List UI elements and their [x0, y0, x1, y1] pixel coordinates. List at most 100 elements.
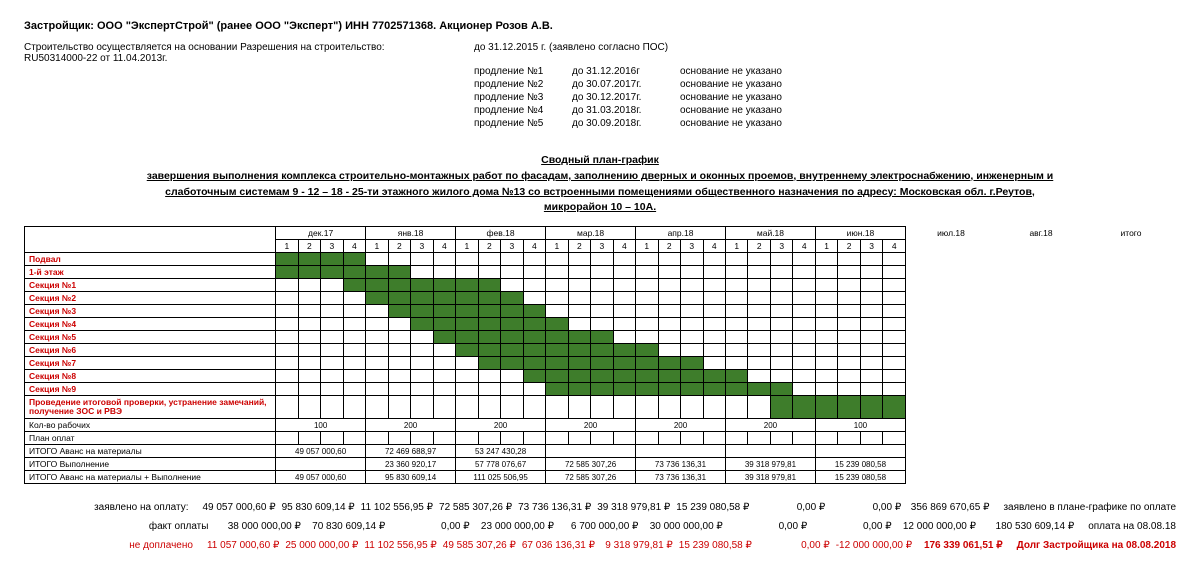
gantt-cell — [838, 292, 860, 305]
gantt-cell — [276, 318, 298, 331]
gantt-cell — [591, 266, 613, 279]
gantt-cell — [860, 318, 882, 331]
footer-row: не доплачено11 057 000,60 ₽25 000 000,00… — [24, 540, 1176, 551]
gantt-cell — [725, 331, 747, 344]
gantt-cell — [276, 279, 298, 292]
gantt-cell — [298, 266, 320, 279]
gantt-cell — [703, 331, 725, 344]
row-label: Секция №6 — [25, 344, 276, 357]
gantt-cell — [591, 432, 613, 445]
gantt-cell — [636, 370, 658, 383]
gantt-cell — [636, 318, 658, 331]
gantt-cell — [793, 266, 815, 279]
gantt-cell — [523, 305, 546, 318]
gantt-cell — [658, 266, 680, 279]
gantt-cell — [681, 344, 703, 357]
gantt-cell — [613, 279, 635, 292]
gantt-cell — [456, 396, 479, 419]
gantt-cell — [321, 266, 343, 279]
gantt-cell — [546, 357, 568, 370]
gantt-cell — [883, 318, 906, 331]
week-header: 3 — [501, 240, 524, 253]
gantt-cell — [456, 318, 479, 331]
gantt-cell — [658, 357, 680, 370]
month-value — [546, 445, 636, 458]
row-label: Секция №1 — [25, 279, 276, 292]
gantt-cell — [366, 331, 388, 344]
ext-num: продление №5 — [474, 118, 554, 129]
gantt-cell — [636, 253, 658, 266]
gantt-cell — [298, 253, 320, 266]
gantt-cell — [725, 279, 747, 292]
gantt-cell — [793, 253, 815, 266]
permit-text: Строительство осуществляется на основани… — [24, 42, 434, 64]
gantt-cell — [658, 292, 680, 305]
gantt-cell — [523, 331, 546, 344]
gantt-cell — [838, 318, 860, 331]
footer-value: 0,00 ₽ — [755, 502, 831, 513]
row-label: ИТОГО Выполнение — [25, 458, 276, 471]
gantt-row: Секция №5 — [25, 331, 906, 344]
week-header: 3 — [411, 240, 433, 253]
gantt-cell — [568, 357, 590, 370]
gantt-cell — [838, 331, 860, 344]
row-label: ИТОГО Аванс на материалы — [25, 445, 276, 458]
ext-date: до 30.09.2018г. — [572, 118, 662, 129]
gantt-cell — [343, 253, 365, 266]
gantt-cell — [703, 318, 725, 331]
month-value: 39 318 979,81 — [725, 471, 815, 484]
footer-value: 39 318 979,81 ₽ — [597, 502, 676, 513]
gantt-cell — [343, 344, 365, 357]
gantt-cell — [681, 370, 703, 383]
week-header: 1 — [636, 240, 658, 253]
gantt-cell — [883, 432, 906, 445]
footer-value: 0,00 ₽ — [391, 521, 475, 532]
gantt-cell — [433, 305, 455, 318]
gantt-cell — [411, 279, 433, 292]
row-label: Секция №5 — [25, 331, 276, 344]
gantt-cell — [748, 292, 770, 305]
gantt-cell — [613, 396, 635, 419]
gantt-cell — [321, 383, 343, 396]
gantt-cell — [366, 292, 388, 305]
gantt-cell — [433, 253, 455, 266]
footer-value: 72 585 307,26 ₽ — [439, 502, 518, 513]
gantt-cell — [276, 432, 298, 445]
month-header: фев.18 — [456, 227, 546, 240]
gantt-cell — [658, 318, 680, 331]
row-label: 1-й этаж — [25, 266, 276, 279]
gantt-cell — [860, 344, 882, 357]
gantt-cell — [838, 357, 860, 370]
gantt-cell — [411, 344, 433, 357]
gantt-cell — [793, 396, 815, 419]
gantt-cell — [411, 305, 433, 318]
gantt-cell — [681, 432, 703, 445]
extension-row: продление №4до 31.03.2018г.основание не … — [474, 105, 1176, 116]
gantt-cell — [433, 266, 455, 279]
extensions-list: продление №1до 31.12.2016госнование не у… — [24, 66, 1176, 129]
gantt-cell — [681, 253, 703, 266]
gantt-cell — [546, 318, 568, 331]
footer-totals: заявлено на оплату:49 057 000,60 ₽95 830… — [24, 502, 1176, 551]
ext-reason: основание не указано — [680, 92, 782, 103]
gantt-cell — [591, 253, 613, 266]
week-header: 4 — [793, 240, 815, 253]
gantt-cell — [388, 432, 410, 445]
gantt-cell — [388, 253, 410, 266]
gantt-cell — [636, 292, 658, 305]
footer-value: 73 736 136,31 ₽ — [518, 502, 597, 513]
gantt-cell — [411, 318, 433, 331]
month-value — [815, 445, 905, 458]
gantt-cell — [636, 305, 658, 318]
gantt-cell — [343, 370, 365, 383]
ext-date: до 30.12.2017г. — [572, 92, 662, 103]
gantt-cell — [703, 357, 725, 370]
gantt-cell — [748, 396, 770, 419]
gantt-cell — [366, 396, 388, 419]
gantt-row: Секция №2 — [25, 292, 906, 305]
gantt-cell — [681, 318, 703, 331]
extension-row: продление №3до 30.12.2017г.основание не … — [474, 92, 1176, 103]
gantt-cell — [501, 279, 524, 292]
gantt-cell — [388, 396, 410, 419]
gantt-cell — [838, 305, 860, 318]
